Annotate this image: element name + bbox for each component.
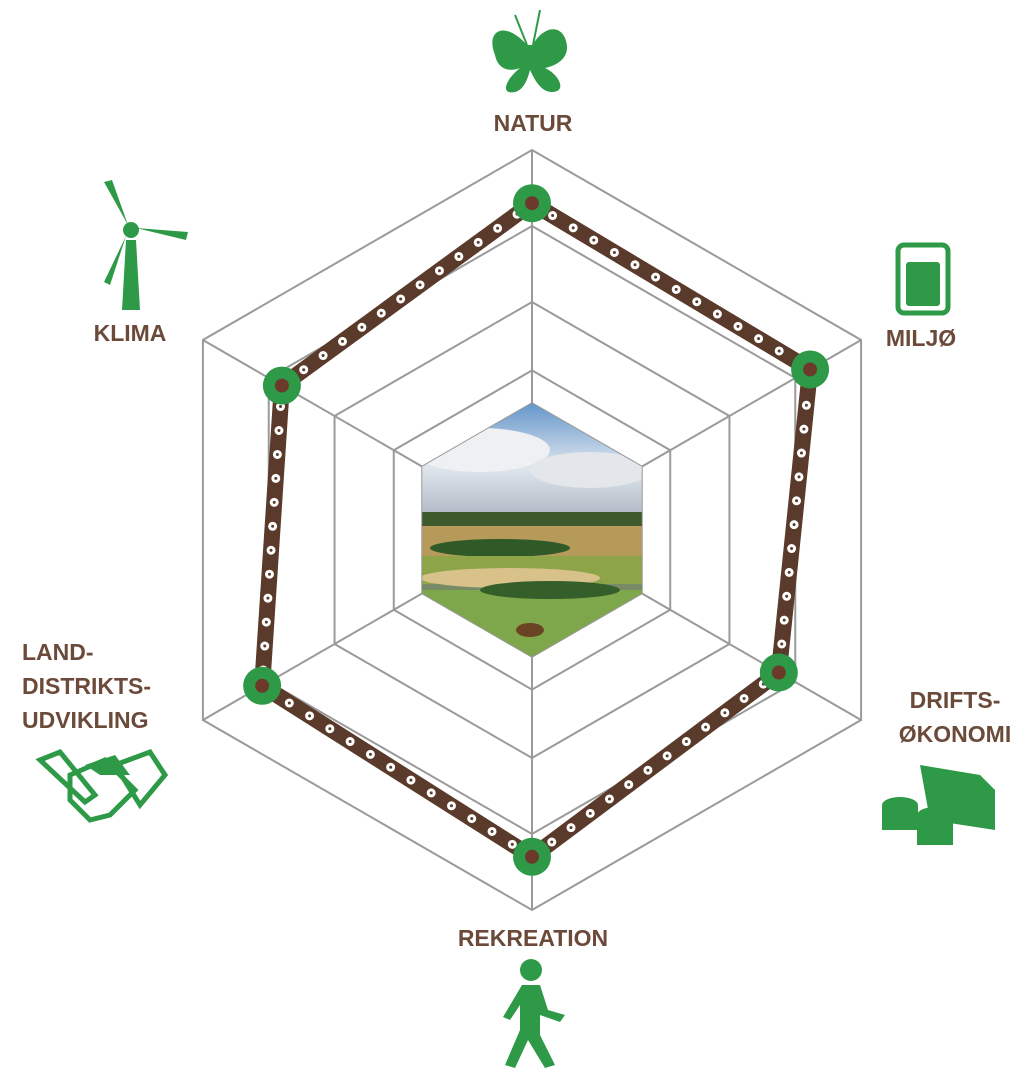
- chain-node-center: [803, 362, 818, 377]
- node-label: REKREATION: [458, 925, 608, 951]
- handshake-icon: [35, 748, 169, 823]
- photo-frame: [421, 402, 643, 658]
- chain-node-center: [771, 665, 786, 680]
- chain-node-center: [525, 849, 539, 864]
- walker-icon: [503, 959, 565, 1068]
- icons: [35, 9, 995, 1068]
- node-label: LAND-: [22, 639, 94, 665]
- coins-icon: [882, 765, 995, 845]
- landscape-photo: [421, 402, 643, 658]
- butterfly-icon: [492, 9, 568, 93]
- node-label: DISTRIKTS-: [22, 673, 151, 699]
- chain-node-center: [525, 196, 539, 211]
- wind-turbine-icon: [104, 180, 188, 310]
- glass-icon: [895, 242, 951, 316]
- node-label: MILJØ: [886, 325, 956, 351]
- node-label: DRIFTS-: [910, 687, 1001, 713]
- chain: [243, 184, 830, 876]
- chain-node-center: [274, 378, 289, 393]
- chain-node-center: [255, 678, 270, 693]
- node-label: UDVIKLING: [22, 707, 149, 733]
- labels: NATUR MILJØ DRIFTS- ØKONOMI REKREATION LAND- D…: [22, 110, 1011, 951]
- node-label: ØKONOMI: [899, 721, 1011, 747]
- node-label: KLIMA: [94, 320, 167, 346]
- node-label: NATUR: [494, 110, 573, 136]
